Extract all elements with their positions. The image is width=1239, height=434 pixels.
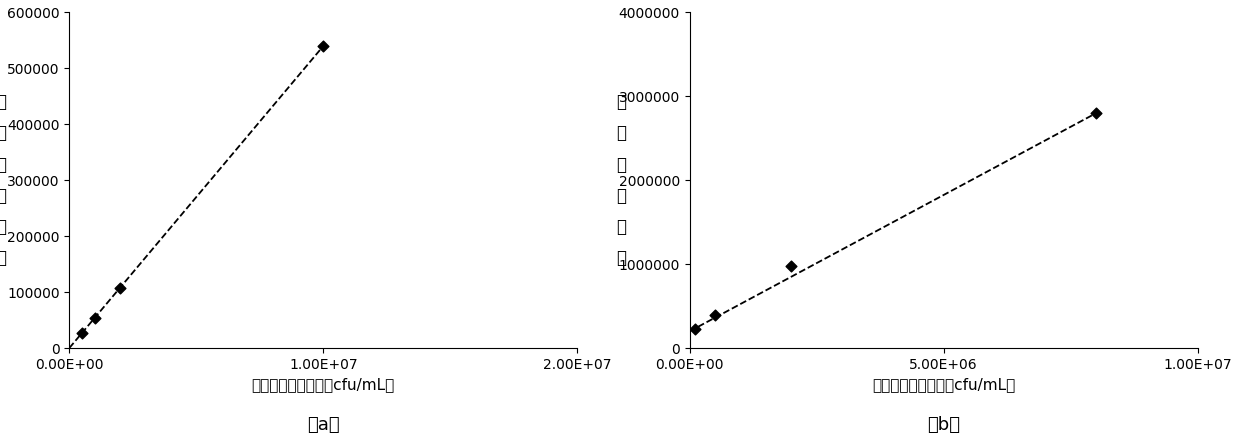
Point (110, 284, 130, 291)
Point (313, 43, 333, 49)
Text: 对: 对 (617, 125, 627, 142)
X-axis label: 菌悬液浓度（单位：cfu/mL）: 菌悬液浓度（单位：cfu/mL） (252, 377, 395, 392)
Text: 度: 度 (617, 250, 627, 267)
Text: 相: 相 (617, 93, 627, 111)
X-axis label: 菌悬液浓度（单位：cfu/mL）: 菌悬液浓度（单位：cfu/mL） (872, 377, 1015, 392)
Point (1087, 110, 1106, 117)
Point (84, 314, 104, 321)
Point (705, 312, 725, 319)
Text: 荧: 荧 (0, 156, 6, 174)
Text: 荧: 荧 (617, 156, 627, 174)
Text: 度: 度 (0, 250, 6, 267)
Text: 强: 强 (0, 218, 6, 236)
Text: 光: 光 (0, 187, 6, 205)
Text: 相: 相 (0, 93, 6, 111)
Point (782, 263, 802, 270)
Point (685, 326, 705, 332)
Text: 对: 对 (0, 125, 6, 142)
Text: （a）: （a） (307, 416, 339, 434)
Text: 强: 强 (617, 218, 627, 236)
Point (72, 329, 92, 336)
Text: （b）: （b） (927, 416, 960, 434)
Text: 光: 光 (617, 187, 627, 205)
